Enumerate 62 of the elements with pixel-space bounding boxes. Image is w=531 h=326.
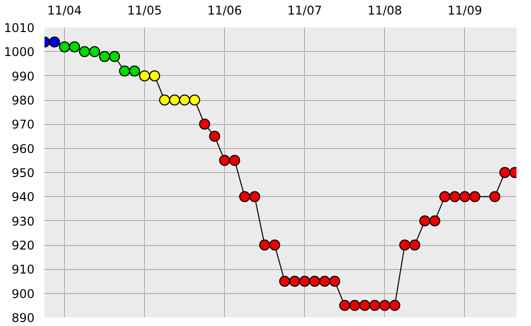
x-tick-label: 11/09: [448, 4, 482, 18]
point: [289, 276, 300, 287]
point: [349, 300, 360, 311]
point: [199, 118, 210, 130]
y-tick-label: 970: [12, 118, 34, 132]
point: [439, 191, 450, 202]
point: [169, 94, 180, 106]
y-tick-label: 930: [12, 214, 34, 228]
point: [49, 36, 60, 48]
y-tick-label: 1010: [4, 21, 35, 35]
point: [59, 41, 70, 52]
point: [319, 276, 330, 287]
x-tick-label: 11/05: [127, 4, 162, 18]
point: [279, 276, 290, 287]
point: [469, 191, 480, 202]
point: [149, 70, 160, 82]
point: [429, 215, 440, 226]
point: [409, 240, 420, 250]
point: [369, 300, 380, 311]
point: [179, 94, 190, 106]
point: [129, 66, 140, 76]
point: [139, 70, 150, 82]
y-tick-label: 890: [12, 311, 34, 325]
x-tick-label: 11/08: [367, 4, 402, 18]
point: [379, 300, 390, 311]
point: [269, 240, 280, 250]
point: [99, 51, 110, 62]
x-tick-label: 11/04: [47, 4, 82, 18]
point: [449, 191, 460, 202]
y-tick-label: 900: [12, 286, 34, 301]
point: [79, 46, 90, 58]
y-tick-label: 990: [12, 69, 34, 84]
point: [259, 240, 270, 250]
point: [359, 300, 370, 311]
point: [419, 215, 430, 226]
y-tick-label: 910: [12, 262, 34, 277]
point: [219, 154, 230, 166]
point: [329, 276, 340, 287]
x-tick-label: 11/06: [207, 4, 242, 18]
point: [119, 66, 130, 76]
y-tick-label: 980: [12, 94, 34, 108]
point: [389, 300, 400, 311]
y-tick-label: 950: [12, 166, 34, 180]
y-tick-label: 960: [12, 142, 34, 156]
point: [229, 154, 240, 166]
point: [239, 191, 250, 202]
point: [89, 46, 100, 58]
x-tick-label: 11/07: [287, 4, 322, 18]
point: [249, 191, 260, 202]
point: [69, 41, 80, 52]
y-tick-label: 940: [12, 190, 34, 204]
point: [339, 300, 350, 311]
point: [159, 94, 170, 106]
point: [109, 51, 120, 62]
point: [399, 240, 410, 250]
y-tick-label: 920: [12, 238, 34, 252]
y-tick-label: 1000: [4, 45, 35, 60]
point: [209, 130, 220, 142]
point: [189, 94, 200, 106]
point: [299, 276, 310, 287]
point: [459, 191, 470, 202]
point: [309, 276, 320, 287]
